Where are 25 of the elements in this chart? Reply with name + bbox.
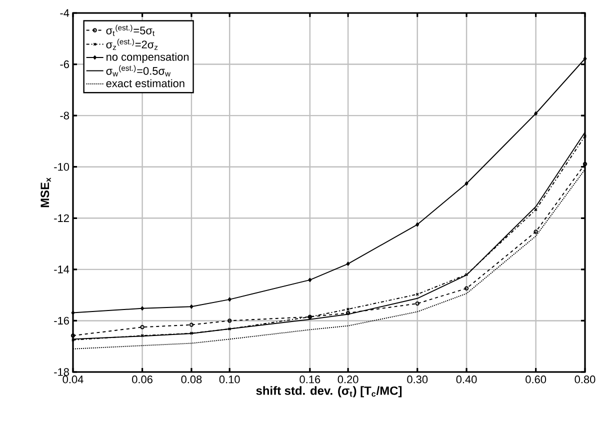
y-tick-label: -18	[54, 368, 69, 376]
y-tick-label: -16	[54, 316, 69, 325]
x-tick-label: 0.30	[407, 376, 428, 384]
legend-label: σ$_{z}$$^{(est.)}$=2σ$_{z}$	[106, 38, 158, 50]
x-tick-label: 0.10	[219, 376, 240, 384]
y-tick-label: -14	[54, 266, 70, 274]
x-tick-label: 0.16	[300, 376, 320, 384]
y-tick-label: -8	[60, 112, 69, 120]
legend-label: exact estimation	[106, 79, 184, 88]
x-tick-label: 0.80	[574, 376, 596, 384]
y-tick-label: -4	[60, 9, 70, 17]
x-tick-label: 0.08	[181, 376, 202, 384]
x-tick-label: 0.06	[132, 376, 152, 384]
y-tick-label: -12	[54, 214, 69, 222]
x-tick-label: 0.20	[338, 376, 358, 384]
x-tick-label: 0.04	[62, 376, 84, 384]
legend-label: σ$_{w}$$^{(est.)}$=0.5σ$_{w}$	[106, 65, 171, 76]
x-axis-title: shift std. dev. (σ$_{t}$) [T$_{c}$/MC]	[256, 386, 402, 398]
x-tick-label: 0.40	[456, 376, 477, 384]
legend-label: no compensation	[106, 52, 189, 63]
legend-label: σ$_{t}$$^{(est.)}$=5σ$_{t}$	[106, 24, 155, 36]
y-axis-title: MSE$_{x}$	[40, 178, 51, 208]
y-tick-label: -6	[60, 60, 69, 68]
x-tick-label: 0.60	[526, 376, 546, 384]
y-tick-label: -10	[54, 162, 70, 171]
